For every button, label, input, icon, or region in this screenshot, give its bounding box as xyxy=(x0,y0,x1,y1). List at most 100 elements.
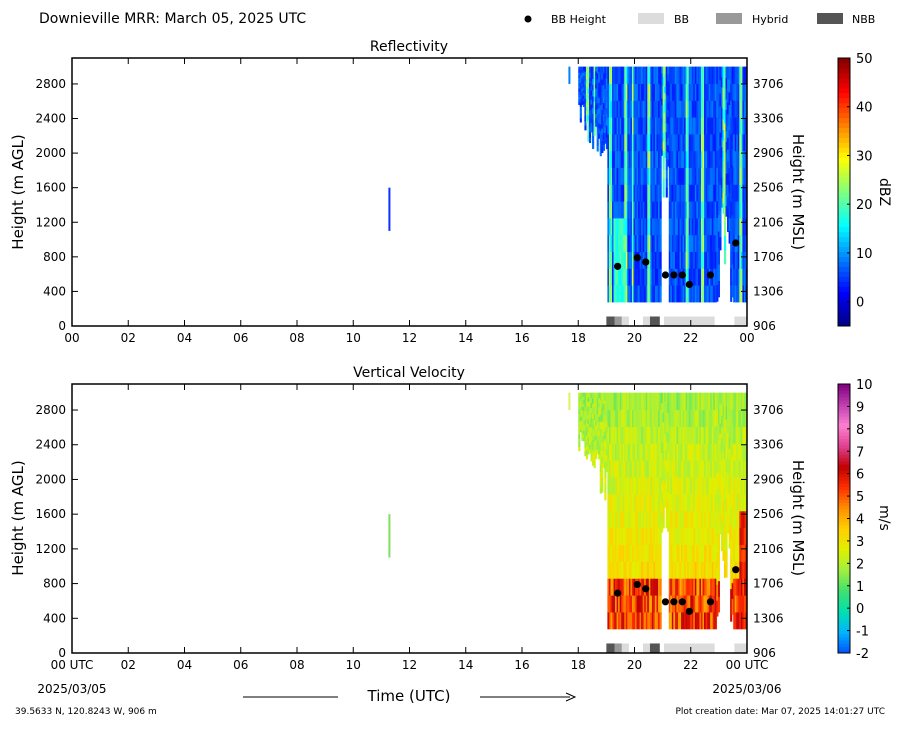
field-cell xyxy=(602,138,605,145)
field-cell xyxy=(636,133,639,152)
field-cell xyxy=(719,197,722,212)
field-cell xyxy=(685,251,688,269)
field-cell xyxy=(636,544,639,562)
field-cell xyxy=(673,392,676,411)
field-cell xyxy=(700,578,704,596)
field-cell xyxy=(668,66,671,85)
field-cell xyxy=(654,184,658,202)
field-cell xyxy=(720,106,724,118)
field-cell xyxy=(641,167,644,185)
field-cell xyxy=(670,460,673,478)
field-cell xyxy=(687,184,690,202)
field-cell xyxy=(743,460,747,478)
field-cell xyxy=(636,611,639,630)
field-cell xyxy=(664,131,667,139)
field-cell xyxy=(705,117,708,135)
field-cell xyxy=(638,392,641,411)
field-cell xyxy=(687,409,690,427)
field-cell xyxy=(585,444,589,451)
field-cell xyxy=(641,133,644,152)
field-cell xyxy=(716,183,719,202)
colorbar-cell xyxy=(838,556,850,561)
colorbar-cell xyxy=(838,486,850,491)
field-cell xyxy=(707,150,710,169)
field-cell xyxy=(685,66,688,85)
field-cell xyxy=(728,230,731,244)
field-cell xyxy=(707,167,710,185)
field-cell xyxy=(593,120,596,127)
field-cell xyxy=(595,113,598,119)
field-cell xyxy=(697,426,701,444)
colorbar-cell xyxy=(838,592,850,596)
field-cell xyxy=(685,100,688,118)
field-cell xyxy=(628,133,632,152)
field-cell xyxy=(602,120,605,128)
field-cell xyxy=(618,83,621,101)
field-cell xyxy=(708,251,711,269)
field-cell xyxy=(685,133,688,152)
field-cell xyxy=(627,392,630,411)
field-cell xyxy=(731,99,734,117)
field-cell xyxy=(693,493,696,512)
field-cell xyxy=(671,150,674,169)
field-cell xyxy=(659,594,662,613)
colorbar-cell xyxy=(838,598,850,603)
field-cell xyxy=(635,409,638,427)
field-cell xyxy=(722,488,725,502)
field-cell xyxy=(590,412,593,418)
field-cell xyxy=(719,66,722,81)
field-cell xyxy=(664,144,667,152)
field-cell xyxy=(602,392,605,399)
field-cell xyxy=(615,527,618,546)
field-cell xyxy=(665,122,668,133)
field-cell xyxy=(662,450,665,461)
field-cell xyxy=(704,251,707,269)
field-cell xyxy=(740,201,743,219)
field-cell xyxy=(585,449,589,455)
field-cell xyxy=(610,100,613,118)
field-cell xyxy=(613,611,616,630)
field-cell xyxy=(651,100,655,118)
field-cell xyxy=(578,99,581,103)
field-cell xyxy=(694,594,697,613)
field-cell xyxy=(644,133,647,152)
field-cell xyxy=(736,578,739,596)
field-cell xyxy=(673,100,676,118)
field-cell xyxy=(705,527,708,546)
field-cell xyxy=(608,476,612,495)
field-cell xyxy=(700,251,704,269)
field-cell xyxy=(622,578,625,596)
field-cell xyxy=(656,100,659,118)
field-cell xyxy=(590,108,593,114)
field-cell xyxy=(668,217,671,236)
field-cell xyxy=(707,392,710,411)
field-cell xyxy=(604,115,607,122)
field-cell xyxy=(688,251,691,269)
field-cell xyxy=(633,83,636,101)
field-cell xyxy=(622,268,625,286)
field-cell xyxy=(608,117,612,135)
colorbar-cell xyxy=(838,256,850,262)
field-cell xyxy=(648,184,651,202)
date-end-label: 2025/03/06 xyxy=(712,682,781,696)
field-cell xyxy=(679,133,682,152)
field-cell xyxy=(737,392,740,411)
field-cell xyxy=(667,130,670,139)
field-cell xyxy=(587,119,590,126)
field-cell xyxy=(700,493,704,512)
field-cell xyxy=(710,544,713,562)
field-cell xyxy=(628,184,632,202)
field-cell xyxy=(595,406,598,413)
field-cell xyxy=(639,443,642,461)
field-cell xyxy=(671,476,674,495)
field-cell xyxy=(608,409,612,427)
y-tick-label: 800 xyxy=(43,577,66,591)
field-cell xyxy=(658,460,661,478)
field-cell xyxy=(670,251,673,269)
field-cell xyxy=(647,184,650,202)
field-cell xyxy=(668,167,671,185)
field-cell xyxy=(639,217,642,236)
field-cell xyxy=(661,452,664,463)
